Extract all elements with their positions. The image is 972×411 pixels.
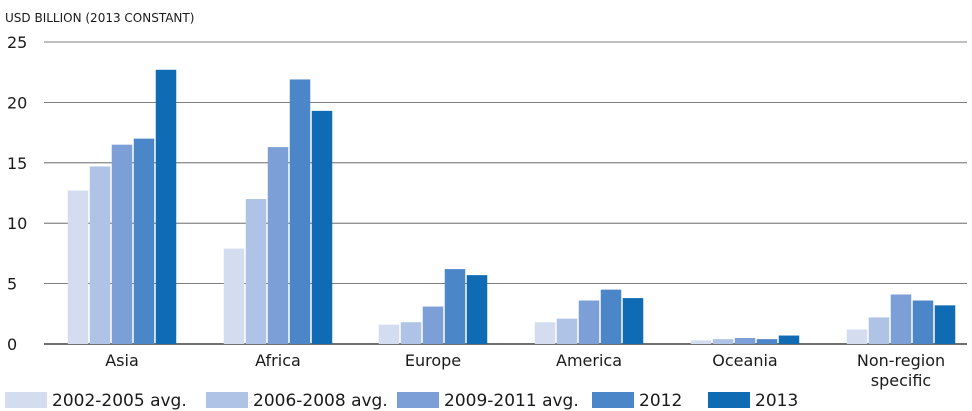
y-tick-label: 5 xyxy=(7,275,17,294)
x-category-label: America xyxy=(556,351,622,370)
bar xyxy=(155,69,177,344)
y-tick-label: 10 xyxy=(7,214,27,233)
bars xyxy=(67,69,956,344)
bar xyxy=(912,300,934,344)
bar xyxy=(534,322,556,344)
bar xyxy=(622,298,644,344)
legend-swatch xyxy=(5,392,47,408)
bar xyxy=(245,199,267,344)
legend-label: 2009-2011 avg. xyxy=(444,391,579,411)
y-tick-label: 20 xyxy=(7,93,27,112)
bar xyxy=(578,300,600,344)
bar xyxy=(378,324,400,344)
bar xyxy=(89,166,111,344)
x-category-label: Africa xyxy=(255,351,301,370)
bar xyxy=(690,340,712,344)
legend-item: 2009-2011 avg. xyxy=(397,391,579,411)
legend-label: 2002-2005 avg. xyxy=(52,391,187,411)
x-category-label: Europe xyxy=(405,351,461,370)
bar xyxy=(67,190,89,344)
legend-label: 2012 xyxy=(639,391,682,411)
legend-item: 2013 xyxy=(708,391,798,411)
bar xyxy=(556,318,578,344)
x-category-label: Oceania xyxy=(712,351,777,370)
legend-label: 2013 xyxy=(755,391,798,411)
x-category-label: Non-region specific xyxy=(857,351,945,390)
bar xyxy=(466,275,488,344)
bar xyxy=(422,306,444,344)
bar xyxy=(111,144,133,344)
legend-swatch xyxy=(206,392,248,408)
y-tick-label: 25 xyxy=(7,33,27,52)
y-axis-unit-label: USD BILLION (2013 CONSTANT) xyxy=(5,11,194,25)
bar xyxy=(734,337,756,344)
bar xyxy=(444,269,466,344)
legend: 2002-2005 avg. 2006-2008 avg. 2009-2011 av… xyxy=(5,391,798,411)
bar xyxy=(600,289,622,344)
bar xyxy=(400,322,422,344)
bar xyxy=(934,305,956,344)
legend-swatch xyxy=(708,392,750,408)
bar xyxy=(267,147,289,344)
x-axis: Asia Africa Europe America Oceania Non-region… xyxy=(105,351,945,390)
bar xyxy=(756,339,778,344)
legend-item: 2002-2005 avg. xyxy=(5,391,187,411)
y-tick-label: 0 xyxy=(7,335,17,354)
x-category-label: Asia xyxy=(105,351,139,370)
bar xyxy=(311,110,333,344)
bar xyxy=(868,317,890,344)
y-tick-label: 15 xyxy=(7,154,27,173)
bar xyxy=(133,138,155,344)
legend-swatch xyxy=(397,392,439,408)
bar xyxy=(289,79,311,344)
legend-item: 2012 xyxy=(592,391,682,411)
bar xyxy=(223,248,245,344)
bar xyxy=(712,339,734,344)
bar xyxy=(846,329,868,344)
bar xyxy=(890,294,912,344)
legend-label: 2006-2008 avg. xyxy=(253,391,388,411)
legend-item: 2006-2008 avg. xyxy=(206,391,388,411)
bar xyxy=(778,335,800,344)
gridlines: 0 5 10 15 20 25 xyxy=(7,33,967,354)
legend-swatch xyxy=(592,392,634,408)
